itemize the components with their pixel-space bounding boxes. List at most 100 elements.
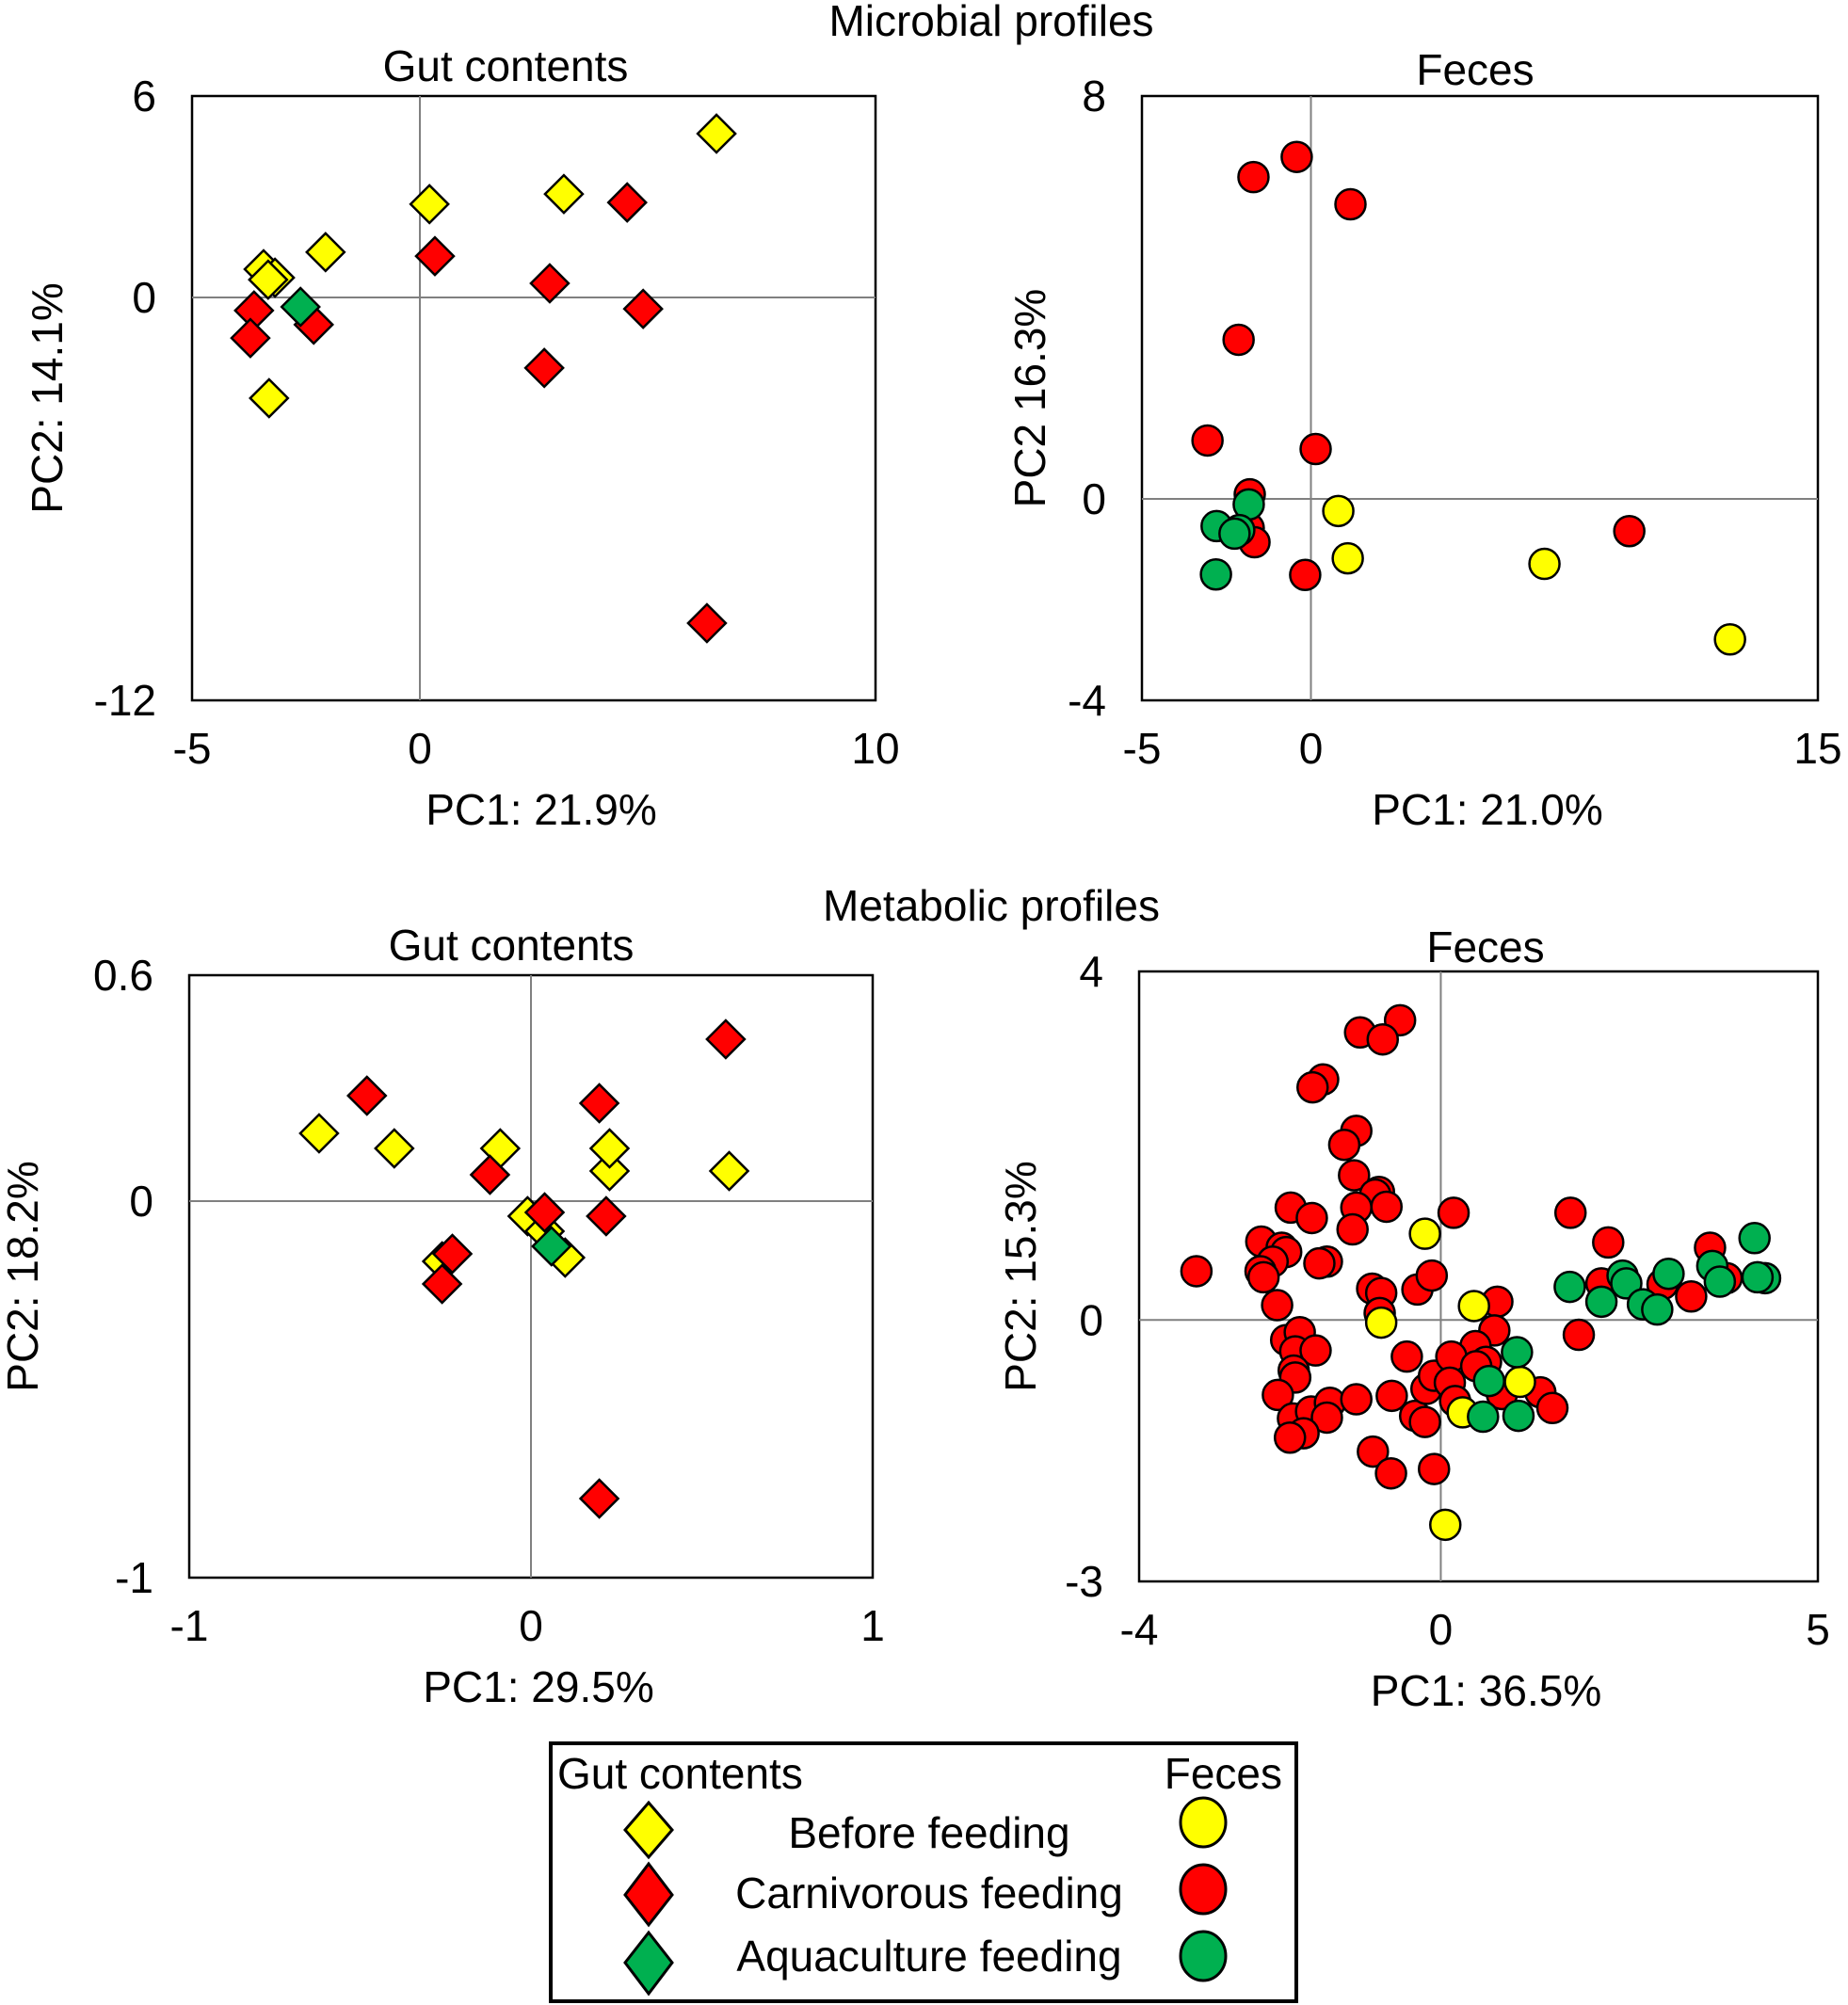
data-point-carnivorous xyxy=(1340,1383,1373,1416)
data-point-before xyxy=(374,1128,415,1169)
data-point-aquaculture xyxy=(1703,1265,1737,1298)
data-point-aquaculture xyxy=(1741,1260,1775,1294)
x-tick-label: 0 xyxy=(519,1601,543,1650)
x-axis-label: PC1: 21.9% xyxy=(426,785,656,834)
data-point-carnivorous xyxy=(1370,1190,1404,1224)
data-point-carnivorous xyxy=(1357,1435,1390,1468)
data-point-carnivorous xyxy=(705,1019,747,1060)
data-point-before xyxy=(1713,623,1746,656)
data-point-before xyxy=(696,113,737,154)
x-tick-label: -4 xyxy=(1120,1605,1159,1654)
x-tick-label: 0 xyxy=(408,724,432,773)
data-point-carnivorous xyxy=(1562,1318,1596,1352)
data-point-aquaculture xyxy=(1502,1399,1535,1433)
data-point-carnivorous xyxy=(1273,1421,1307,1454)
x-tick-label: -5 xyxy=(173,724,212,773)
data-point-aquaculture xyxy=(1738,1222,1771,1255)
section-title-microbial: Microbial profiles xyxy=(828,0,1153,45)
plot-frame xyxy=(1140,94,1820,702)
data-point-carnivorous xyxy=(1261,1378,1294,1412)
section-title-metabolic: Metabolic profiles xyxy=(823,881,1160,930)
data-point-aquaculture xyxy=(1641,1292,1674,1326)
y-tick-label: 0.6 xyxy=(93,951,153,1000)
x-tick-label: 5 xyxy=(1806,1605,1830,1654)
y-tick-label: -12 xyxy=(94,676,156,725)
data-point-carnivorous xyxy=(1417,1452,1451,1485)
data-point-carnivorous xyxy=(1222,323,1255,357)
data-point-carnivorous xyxy=(1535,1391,1569,1425)
data-point-before xyxy=(1528,547,1561,581)
data-point-carnivorous xyxy=(1375,1379,1408,1413)
legend-header-gut: Gut contents xyxy=(557,1749,803,1798)
x-tick-label: 10 xyxy=(851,724,899,773)
data-point-carnivorous xyxy=(230,317,271,359)
data-point-before xyxy=(409,184,450,225)
panel-title: Feces xyxy=(1426,922,1544,971)
panel-title: Gut contents xyxy=(389,921,635,970)
data-point-before xyxy=(708,1150,750,1192)
legend-circle-before xyxy=(1179,1796,1228,1849)
y-tick-label: 0 xyxy=(1082,474,1106,523)
x-tick-label: 1 xyxy=(860,1601,885,1650)
x-axis-label: PC1: 36.5% xyxy=(1371,1666,1601,1715)
data-point-carnivorous xyxy=(523,1192,566,1233)
data-point-before xyxy=(1408,1217,1441,1250)
data-point-aquaculture xyxy=(1584,1285,1618,1319)
data-point-carnivorous xyxy=(1327,1128,1361,1162)
legend-diamond-carnivorous xyxy=(623,1861,674,1928)
data-point-aquaculture xyxy=(1472,1364,1505,1398)
data-point-before xyxy=(249,377,290,419)
data-point-carnivorous xyxy=(1246,1260,1280,1294)
data-point-carnivorous xyxy=(1415,1259,1449,1292)
data-point-carnivorous xyxy=(1191,424,1224,457)
data-point-carnivorous xyxy=(578,1478,620,1519)
panel-metabolic-gut: Gut contents -1 0 1 0.6 0 -1 PC1: 29.5% PC2: 18.… xyxy=(0,921,885,1711)
data-point-aquaculture xyxy=(1218,517,1251,551)
data-point-carnivorous xyxy=(1613,514,1646,548)
data-point-before xyxy=(1331,541,1364,575)
legend-label-carnivorous: Carnivorous feeding xyxy=(735,1869,1123,1917)
data-point-before xyxy=(1503,1365,1536,1399)
y-tick-label: 4 xyxy=(1079,947,1103,996)
data-point-before xyxy=(305,232,346,273)
data-point-carnivorous xyxy=(414,235,456,277)
y-tick-label: -4 xyxy=(1068,676,1106,725)
panel-microbial-feces: Feces -5 0 15 8 0 -4 PC1: 21.0% PC2 16.3% xyxy=(1005,45,1842,834)
data-point-carnivorous xyxy=(1553,1196,1587,1229)
x-tick-label: -5 xyxy=(1123,724,1162,773)
data-point-carnivorous xyxy=(1338,1159,1371,1192)
legend-circle-carnivorous xyxy=(1179,1863,1228,1916)
data-point-carnivorous xyxy=(431,1233,474,1275)
legend: Gut contents Feces Before feeding Carniv… xyxy=(549,1741,1298,2003)
data-point-carnivorous xyxy=(578,1083,620,1124)
legend-diamond-before xyxy=(623,1800,674,1860)
data-point-carnivorous xyxy=(1280,140,1313,173)
y-axis-label: PC2: 14.1% xyxy=(23,282,72,513)
y-tick-label: 8 xyxy=(1082,72,1106,120)
data-point-aquaculture xyxy=(1199,558,1232,591)
y-tick-label: -1 xyxy=(115,1553,153,1602)
data-point-before xyxy=(543,173,585,215)
x-axis-label: PC1: 29.5% xyxy=(423,1662,653,1711)
data-point-before xyxy=(588,1128,631,1169)
data-point-carnivorous xyxy=(529,263,570,304)
data-point-carnivorous xyxy=(1408,1405,1441,1438)
panel-metabolic-feces: Feces -4 0 5 4 0 -3 PC1: 36.5% PC2: 15.3% xyxy=(996,922,1830,1715)
y-tick-label: 0 xyxy=(132,273,156,322)
data-point-carnivorous xyxy=(1180,1255,1213,1288)
data-point-before xyxy=(1364,1306,1398,1339)
y-axis-label: PC2 16.3% xyxy=(1005,289,1054,508)
data-point-carnivorous xyxy=(1296,1070,1329,1104)
data-point-carnivorous xyxy=(1675,1280,1708,1313)
data-point-carnivorous xyxy=(1299,1334,1332,1367)
data-point-carnivorous xyxy=(1310,1401,1343,1435)
data-point-before xyxy=(1322,494,1355,528)
data-point-carnivorous xyxy=(1390,1339,1423,1373)
y-axis-label: PC2: 18.2% xyxy=(0,1161,47,1391)
panel-title: Gut contents xyxy=(383,41,629,90)
data-point-carnivorous xyxy=(622,288,664,329)
data-point-carnivorous xyxy=(1437,1196,1470,1229)
y-tick-label: 6 xyxy=(132,72,156,120)
x-tick-label: -1 xyxy=(170,1601,209,1650)
